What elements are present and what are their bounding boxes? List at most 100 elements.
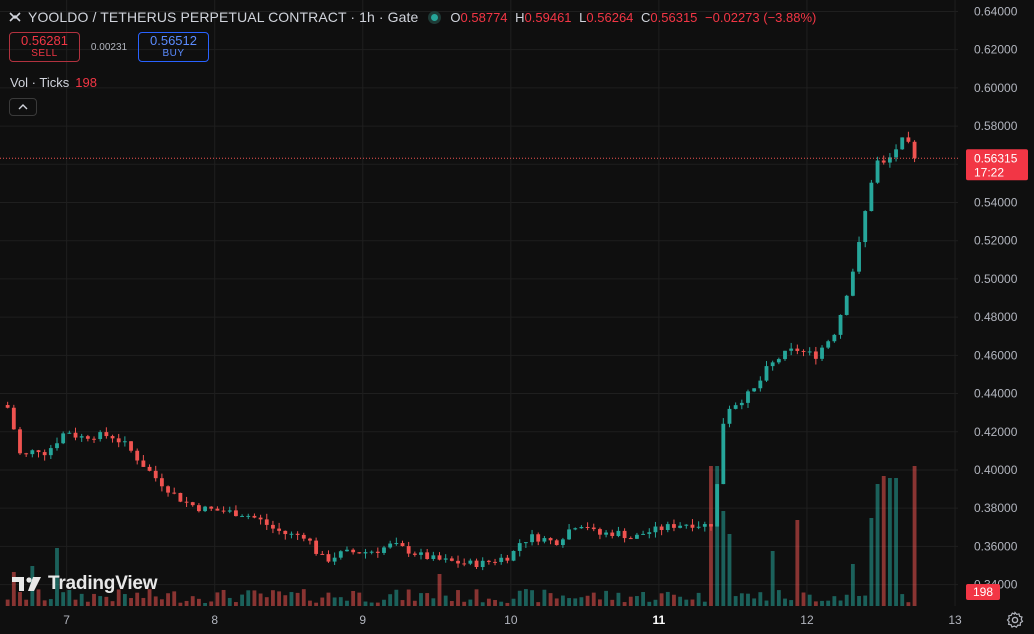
volume-bar bbox=[419, 593, 423, 606]
candle-body bbox=[838, 314, 843, 335]
volume-bar bbox=[783, 598, 787, 606]
volume-bar bbox=[838, 600, 843, 606]
candle-body bbox=[289, 533, 294, 535]
candle-body bbox=[79, 436, 84, 438]
tradingview-logo[interactable]: TradingView bbox=[12, 573, 158, 595]
candle-body bbox=[850, 271, 855, 296]
last-price-countdown: 17:22 bbox=[974, 165, 1004, 179]
volume-bar bbox=[196, 598, 201, 606]
volume-legend[interactable]: Vol · Ticks 198 bbox=[10, 75, 97, 90]
y-tick-label: 0.52000 bbox=[974, 234, 1018, 248]
symbol-title[interactable]: YOOLDO / TETHERUS PERPETUAL CONTRACT · 1… bbox=[28, 9, 419, 25]
candle-body bbox=[659, 526, 664, 531]
candle-body bbox=[61, 433, 66, 444]
volume-bar bbox=[567, 598, 571, 606]
volume-bar bbox=[542, 589, 547, 606]
volume-bar bbox=[523, 589, 528, 606]
candle-body bbox=[665, 524, 670, 531]
volume-bar bbox=[813, 601, 818, 606]
sell-button[interactable]: 0.56281 SELL bbox=[9, 32, 80, 62]
candle-body bbox=[24, 453, 29, 455]
volume-bar bbox=[665, 591, 670, 606]
volume-bar bbox=[721, 511, 726, 606]
volume-bar bbox=[159, 599, 164, 606]
x-tick-label: 12 bbox=[800, 613, 814, 627]
volume-bar bbox=[104, 596, 109, 606]
collapse-legend-button[interactable] bbox=[9, 98, 37, 116]
candle-body bbox=[388, 543, 393, 548]
candle-body bbox=[67, 432, 72, 434]
volume-bar bbox=[468, 599, 473, 606]
volume-bar bbox=[517, 590, 522, 606]
settings-icon[interactable] bbox=[1006, 611, 1024, 629]
buy-button[interactable]: 0.56512 BUY bbox=[138, 32, 209, 62]
candle-body bbox=[721, 423, 726, 485]
candle-body bbox=[826, 341, 831, 348]
volume-bar bbox=[715, 466, 720, 606]
candle-body bbox=[678, 525, 683, 528]
volume-bar bbox=[147, 589, 152, 606]
candle-body bbox=[271, 524, 275, 529]
candle-body bbox=[523, 542, 528, 544]
volume-bar bbox=[653, 599, 658, 606]
candle-body bbox=[820, 347, 824, 359]
candle-body bbox=[141, 460, 146, 467]
candle-body bbox=[375, 551, 380, 553]
candle-body bbox=[746, 391, 750, 403]
candle-body bbox=[480, 560, 485, 568]
volume-bar bbox=[55, 548, 59, 606]
volume-bar bbox=[462, 601, 467, 606]
candle-body bbox=[807, 351, 812, 353]
volume-bar bbox=[234, 602, 238, 606]
volume-bar bbox=[425, 593, 430, 606]
volume-bar bbox=[338, 597, 343, 606]
volume-bar bbox=[807, 594, 812, 606]
market-status-icon[interactable] bbox=[428, 10, 442, 24]
volume-bar bbox=[431, 598, 436, 606]
volume-bar bbox=[616, 592, 621, 606]
candle-body bbox=[517, 543, 522, 551]
candle-body bbox=[357, 552, 362, 554]
volume-bar bbox=[36, 589, 41, 606]
candle-body bbox=[702, 524, 707, 527]
candle-body bbox=[647, 532, 652, 534]
volume-bar bbox=[826, 600, 831, 606]
symbol-icon[interactable] bbox=[8, 10, 22, 24]
candle-body bbox=[591, 527, 596, 530]
candle-body bbox=[443, 558, 448, 560]
volume-bar bbox=[394, 589, 399, 606]
candle-body bbox=[511, 550, 516, 561]
candle-body bbox=[567, 529, 571, 540]
volume-bar bbox=[400, 600, 405, 606]
candle-body bbox=[209, 506, 214, 509]
volume-bar bbox=[770, 551, 775, 606]
spread-value: 0.00231 bbox=[90, 41, 128, 53]
candle-body bbox=[419, 552, 423, 555]
candle-body bbox=[203, 506, 207, 512]
candle-body bbox=[604, 532, 609, 535]
candle-body bbox=[690, 524, 695, 528]
volume-bar bbox=[116, 589, 121, 606]
y-tick-label: 0.46000 bbox=[974, 348, 1018, 362]
volume-bar bbox=[622, 602, 627, 606]
volume-bar bbox=[271, 590, 275, 606]
volume-bar bbox=[505, 602, 510, 606]
volume-bar bbox=[869, 518, 874, 606]
volume-bar bbox=[881, 476, 886, 606]
volume-bar bbox=[801, 592, 806, 606]
candle-body bbox=[449, 558, 454, 561]
volume-bar bbox=[585, 595, 590, 606]
candle-body bbox=[246, 515, 251, 517]
candle-body bbox=[363, 552, 368, 554]
volume-bar bbox=[388, 594, 393, 606]
candle-body bbox=[641, 533, 646, 535]
volume-bar bbox=[690, 599, 695, 606]
volume-bar bbox=[369, 602, 374, 606]
volume-bar bbox=[912, 466, 917, 606]
ohlc-readout: O0.58774 H0.59461 L0.56264 C0.56315 −0.0… bbox=[450, 9, 817, 25]
candle-body bbox=[184, 501, 189, 503]
volume-bar bbox=[135, 592, 140, 606]
volume-bar bbox=[820, 600, 824, 606]
candle-body bbox=[499, 557, 504, 562]
